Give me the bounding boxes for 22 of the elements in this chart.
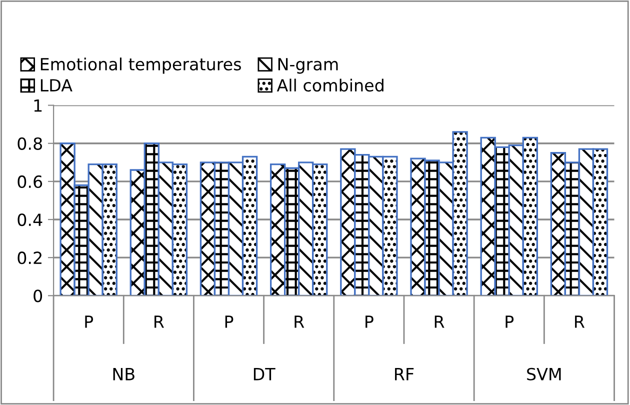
legend-label: Emotional temperatures bbox=[40, 58, 241, 74]
x-tick-label: R bbox=[434, 316, 444, 328]
legend-label: LDA bbox=[40, 79, 72, 92]
legend-label: N-gram bbox=[278, 58, 338, 74]
y-tick-label: 0 bbox=[34, 290, 42, 302]
x-tick-label: P bbox=[366, 316, 374, 328]
y-tick-label: 0.4 bbox=[18, 213, 42, 226]
y-tick-label: 0.6 bbox=[18, 175, 42, 188]
text: RF bbox=[395, 368, 414, 380]
text: SVM bbox=[527, 368, 561, 380]
text: DT bbox=[254, 368, 276, 380]
legend-label: All combined bbox=[276, 78, 384, 92]
x-tick-label: P bbox=[225, 316, 234, 328]
x-tick-label: R bbox=[154, 316, 164, 328]
y-tick-label: 0.8 bbox=[18, 137, 42, 150]
x-tick-label: P bbox=[85, 316, 94, 328]
y-tick-label: 0.2 bbox=[18, 252, 42, 264]
y-tick-label: 1 bbox=[34, 99, 42, 112]
text: NB bbox=[113, 368, 134, 380]
x-tick-label: R bbox=[575, 316, 585, 328]
x-tick-label: R bbox=[294, 316, 304, 328]
x-tick-label: P bbox=[506, 316, 514, 328]
